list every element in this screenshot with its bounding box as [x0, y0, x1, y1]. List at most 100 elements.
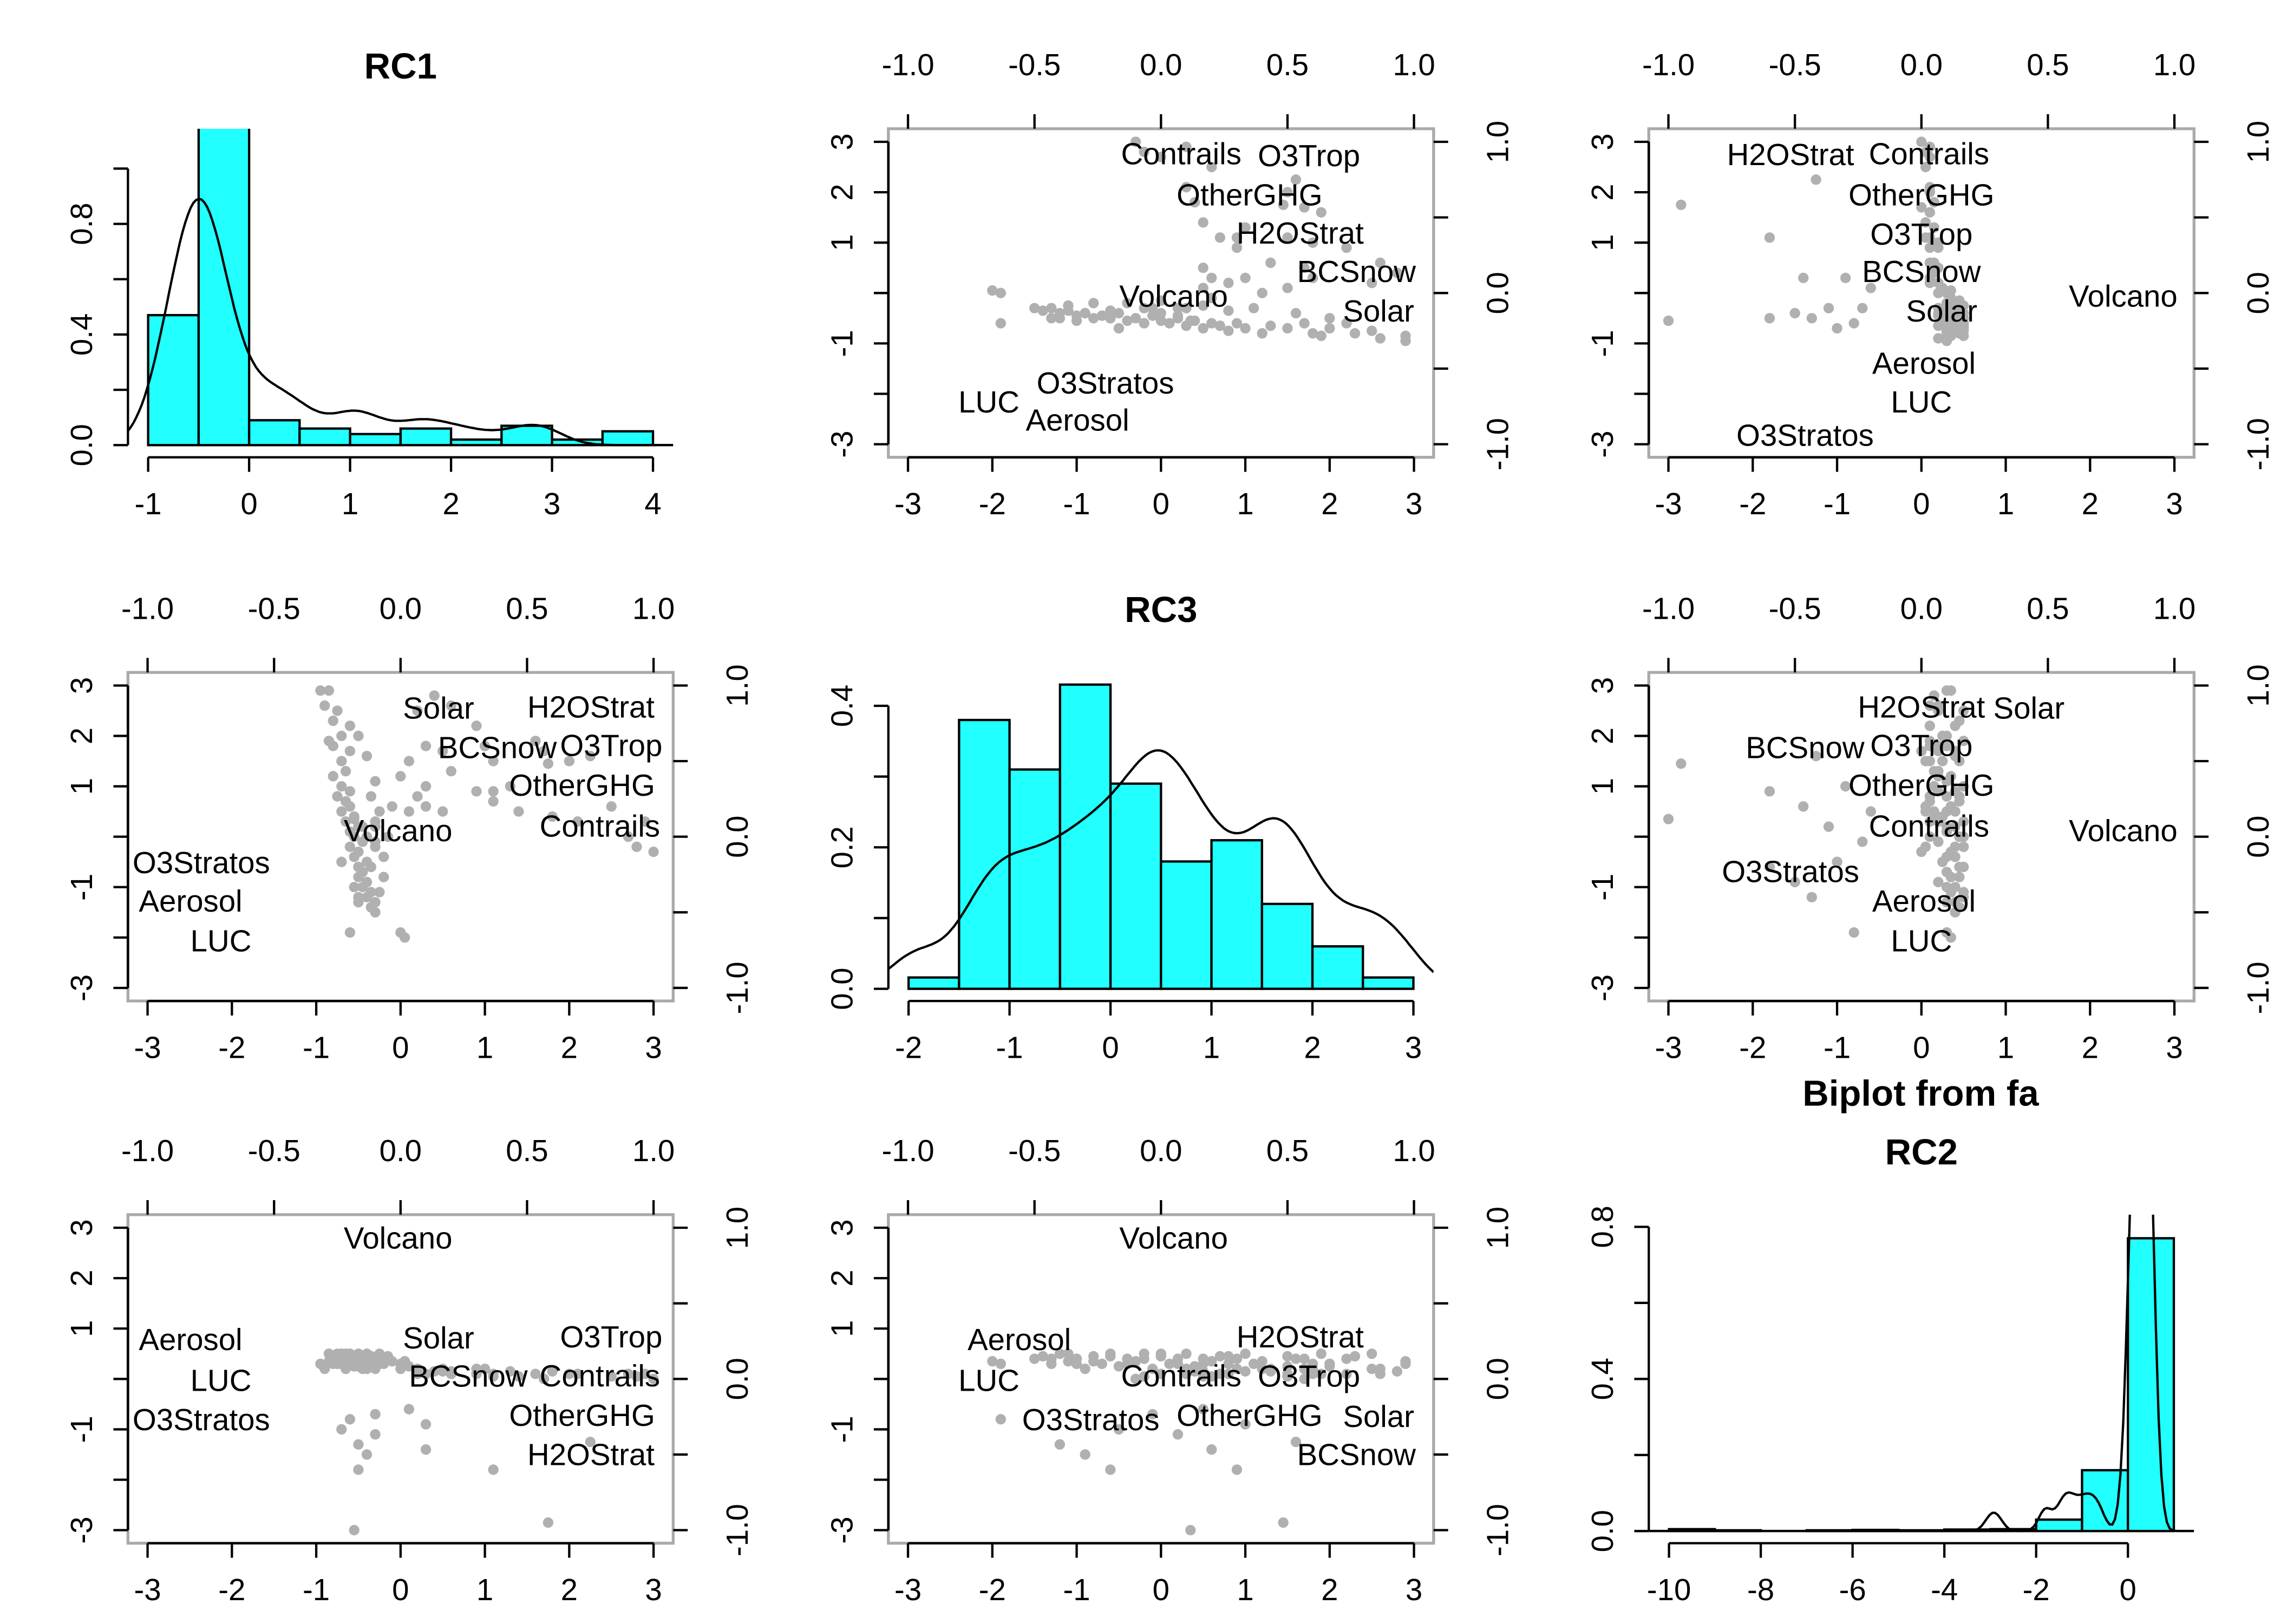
loading-label-contrails: Contrails — [1869, 136, 1989, 171]
x-loading-axis: -1.0 -0.5 0.0 0.5 1.0 — [121, 592, 675, 626]
loading-label-volcano: Volcano — [344, 1221, 453, 1255]
x-score-axis: -3 -2 -1 0 1 2 3 — [894, 456, 1422, 521]
score-point — [1950, 882, 1961, 893]
x-axis: -10 -8 -6 -4 -2 0 — [1647, 1542, 2136, 1607]
tick-label: -3 — [134, 1573, 161, 1607]
score-point — [395, 1364, 406, 1374]
tick-label: 0.4 — [1585, 1358, 1619, 1400]
histogram-bar — [1058, 683, 1112, 990]
score-point — [1299, 318, 1310, 329]
score-point — [437, 1366, 448, 1377]
score-point — [1941, 323, 1952, 334]
score-point — [1375, 257, 1386, 269]
tick-label: 1 — [1997, 1031, 2014, 1065]
score-point — [1206, 161, 1217, 173]
tick-label: -1 — [64, 1416, 99, 1443]
score-point — [1941, 741, 1952, 751]
tick-label: -0.5 — [1769, 48, 1821, 82]
score-point — [1924, 816, 1936, 827]
score-point — [1933, 771, 1944, 782]
tick-label: -6 — [1839, 1573, 1866, 1607]
loading-label-luc: LUC — [191, 924, 252, 958]
tick-label: 1 — [476, 1573, 493, 1607]
panel-content — [315, 685, 659, 943]
score-point — [315, 1358, 326, 1370]
score-point — [1231, 1364, 1243, 1374]
score-point — [403, 806, 415, 817]
tick-label: 0.0 — [380, 592, 422, 626]
score-point — [1916, 136, 1927, 147]
tick-label: 0.0 — [720, 815, 754, 857]
score-point — [1924, 278, 1936, 289]
score-point — [1080, 1364, 1090, 1374]
loading-label-o3stratos: O3Stratos — [133, 846, 270, 880]
loading-label-bcsnow: BCSnow — [438, 730, 557, 764]
loading-label-contrails: Contrails — [1121, 1359, 1241, 1393]
y-score-axis: -3 -1 1 2 3 — [64, 1219, 129, 1544]
score-point — [995, 287, 1007, 298]
tick-label: -1.0 — [881, 48, 934, 82]
score-point — [1308, 328, 1318, 339]
score-point — [1265, 257, 1276, 269]
tick-label: 0.0 — [1480, 1358, 1514, 1400]
score-point — [1130, 1356, 1141, 1367]
score-point — [479, 1364, 491, 1374]
score-point — [1071, 1358, 1082, 1370]
score-point — [1950, 318, 1961, 329]
score-point — [1933, 333, 1944, 344]
loading-label-bcsnow: BCSnow — [1297, 254, 1416, 289]
score-point — [488, 1464, 499, 1475]
score-point — [987, 285, 998, 296]
score-point — [1164, 318, 1175, 329]
score-point — [1916, 202, 1927, 213]
score-point — [1290, 1437, 1302, 1448]
loading-label-aerosol: Aerosol — [1872, 346, 1976, 381]
loading-label-volcano: Volcano — [1119, 279, 1228, 313]
score-point — [1857, 836, 1868, 847]
score-point — [1920, 217, 1931, 228]
score-point — [353, 730, 364, 742]
x-axis: -2 -1 0 1 2 3 — [895, 999, 1422, 1065]
score-point — [1130, 313, 1141, 324]
loading-label-o3trop: O3Trop — [1258, 139, 1360, 173]
score-point — [631, 1371, 642, 1382]
tick-label: -1 — [303, 1573, 330, 1607]
score-point — [1924, 831, 1936, 842]
score-point — [1941, 791, 1952, 802]
score-point — [1299, 1364, 1310, 1374]
score-point — [361, 751, 373, 762]
score-point — [1155, 315, 1166, 326]
score-point — [336, 1424, 347, 1435]
loading-label-o3stratos: O3Stratos — [1722, 854, 1859, 888]
tick-label: -10 — [1647, 1573, 1691, 1607]
histogram-bar — [1362, 976, 1415, 990]
score-point — [1088, 313, 1099, 324]
loading-labels: Contrails OtherGHG O3Trop H2OStrat BCSnow Sol… — [958, 136, 1416, 437]
score-point — [1054, 307, 1066, 319]
tick-label: 1 — [1585, 234, 1619, 251]
panel-content — [128, 128, 674, 447]
score-point — [420, 801, 432, 812]
score-point — [1290, 174, 1302, 185]
loading-labels: Contrails OtherGHG O3Trop H2OStrat BCSnow Sol… — [133, 690, 662, 958]
loading-label-o3stratos: O3Stratos — [1022, 1403, 1160, 1437]
tick-label: 0.4 — [825, 685, 859, 727]
score-point — [349, 882, 360, 893]
score-point — [1954, 791, 1965, 802]
loading-label-solar: Solar — [1906, 294, 1977, 328]
panel-content — [987, 136, 1411, 346]
tick-label: 3 — [825, 1219, 859, 1236]
score-point — [336, 781, 347, 792]
score-point — [412, 705, 423, 716]
score-point — [315, 685, 326, 696]
score-point — [1823, 303, 1834, 313]
x-loading-axis: -1.0 -0.5 0.0 0.5 1.0 — [1642, 592, 2195, 626]
tick-label: 1.0 — [1393, 48, 1435, 82]
y-loading-axis: -1.0 0.0 1.0 — [2241, 121, 2274, 470]
score-point — [1933, 242, 1944, 253]
tick-label: 2 — [2082, 1031, 2099, 1065]
tick-label: -1.0 — [1642, 48, 1695, 82]
loading-label-o3trop: O3Trop — [1870, 217, 1972, 251]
x-loading-axis: -1.0 -0.5 0.0 0.5 1.0 — [121, 1134, 675, 1168]
score-point — [387, 801, 397, 812]
